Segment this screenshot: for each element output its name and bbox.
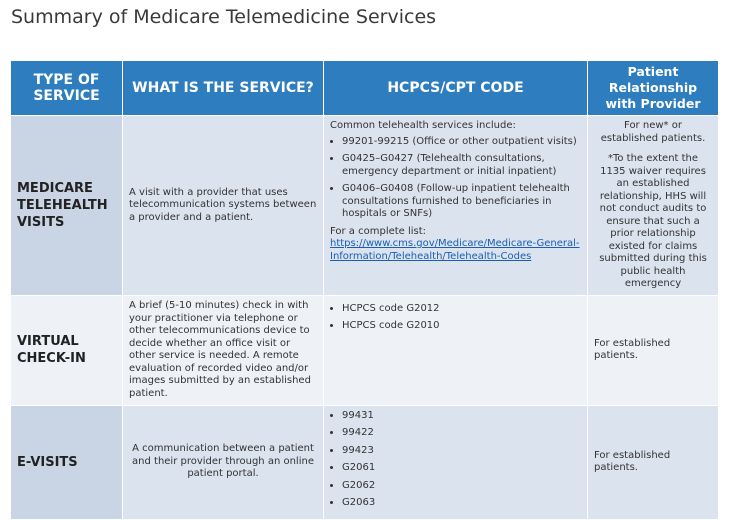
codes-cell: 99431 99422 99423 G2061 G2062 G2063 (323, 404, 588, 520)
code-item: 99201-99215 (Office or other outpatient … (342, 136, 581, 149)
codes-link[interactable]: https://www.cms.gov/Medicare/Medicare-Ge… (330, 238, 580, 262)
type-cell: MEDICARE TELEHEALTH VISITS (10, 115, 123, 296)
header-row: TYPE OF SERVICE WHAT IS THE SERVICE? HCP… (10, 60, 719, 116)
list-label: For a complete list: (330, 225, 427, 237)
row: MEDICARE TELEHEALTH VISITS A visit with … (10, 115, 719, 296)
row: VIRTUAL CHECK-IN A brief (5-10 minutes) … (10, 294, 719, 406)
relationship-cell: For new* or established patients. *To th… (587, 115, 719, 296)
service-cell: A brief (5-10 minutes) check in with you… (122, 294, 324, 406)
codes-cell: Common telehealth services include: 9920… (323, 115, 588, 296)
code-item: G2062 (342, 480, 581, 493)
page: Summary of Medicare Telemedicine Service… (0, 0, 735, 497)
service-cell: A communication between a patient and th… (122, 404, 324, 520)
code-item: HCPCS code G2010 (342, 320, 581, 333)
service-cell: A visit with a provider that uses teleco… (122, 115, 324, 296)
code-item: G2063 (342, 497, 581, 510)
code-item: G0406–G0408 (Follow-up inpatient telehea… (342, 183, 581, 221)
code-item: G2061 (342, 462, 581, 475)
codes-list: HCPCS code G2012 HCPCS code G2010 (330, 303, 581, 333)
codes-list: 99201-99215 (Office or other outpatient … (330, 136, 581, 221)
code-item: G0425–G0427 (Telehealth consultations, e… (342, 153, 581, 178)
relationship-note: *To the extent the 1135 waiver requires … (599, 153, 707, 289)
title: Summary of Medicare Telemedicine Service… (11, 6, 437, 28)
type-cell: VIRTUAL CHECK-IN (10, 294, 123, 406)
header-cell: TYPE OF SERVICE (10, 60, 123, 116)
services-table: TYPE OF SERVICE WHAT IS THE SERVICE? HCP… (10, 60, 719, 520)
codes-list: 99431 99422 99423 G2061 G2062 G2063 (330, 410, 581, 510)
codes-cell: HCPCS code G2012 HCPCS code G2010 (323, 294, 588, 406)
relationship-cell: For established patients. (587, 294, 719, 406)
code-item: 99423 (342, 445, 581, 458)
type-cell: E-VISITS (10, 404, 123, 520)
code-item: 99422 (342, 427, 581, 440)
code-item: 99431 (342, 410, 581, 423)
row: E-VISITS A communication between a patie… (10, 404, 719, 520)
codes-intro: Common telehealth services include: (330, 120, 516, 131)
header-cell: Patient Relationship with Provider (587, 60, 719, 116)
relationship-cell: For established patients. (587, 404, 719, 520)
header-cell: WHAT IS THE SERVICE? (122, 60, 324, 116)
header-cell: HCPCS/CPT CODE (323, 60, 588, 116)
code-item: HCPCS code G2012 (342, 303, 581, 316)
relationship: For new* or established patients. (600, 120, 706, 144)
